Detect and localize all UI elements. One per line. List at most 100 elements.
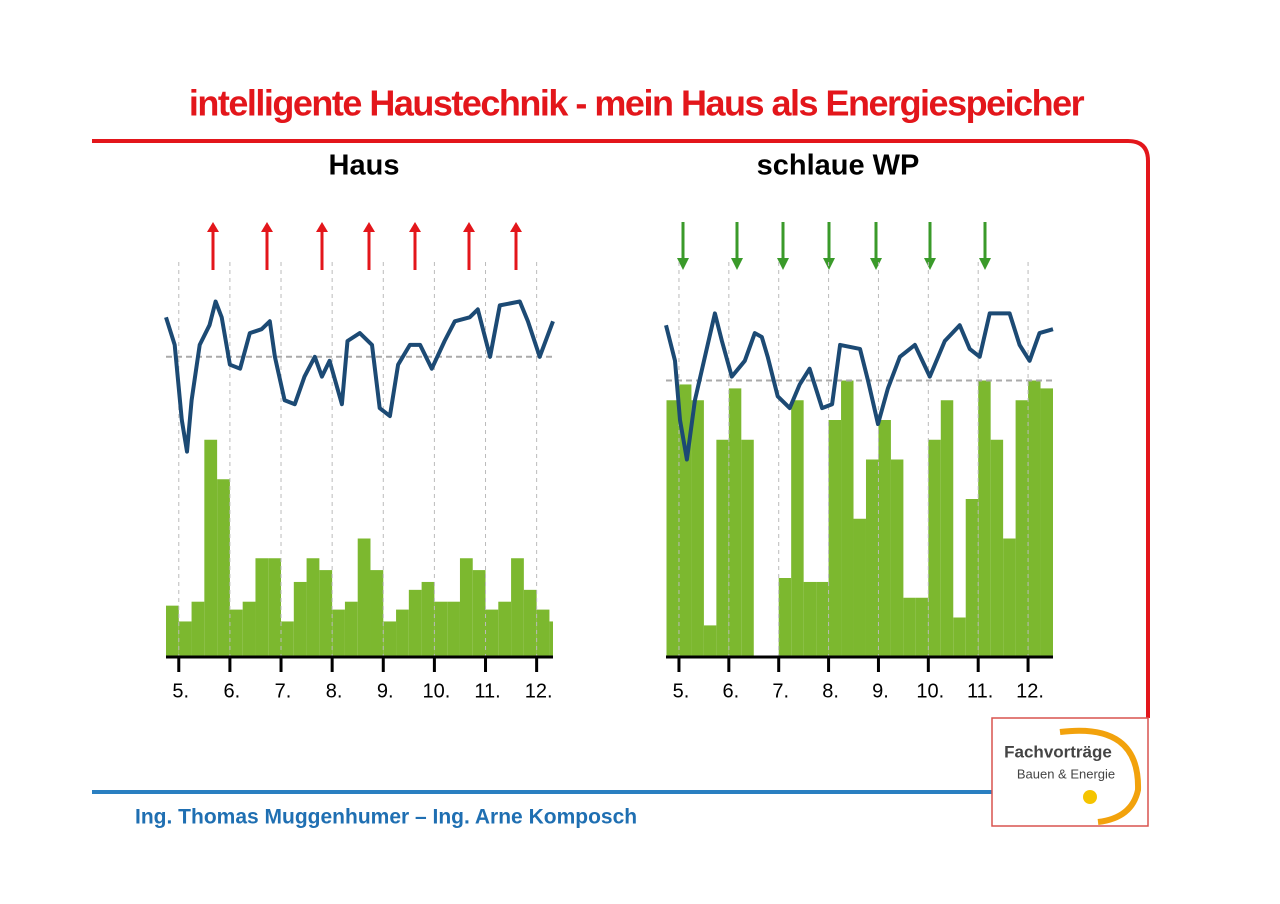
line: [164, 299, 555, 454]
bar: [1003, 538, 1016, 657]
bar: [828, 420, 842, 657]
bar: [242, 601, 256, 657]
x-tick-label: 5.: [172, 680, 189, 702]
bar: [965, 499, 979, 657]
x-tick-label: 11.: [967, 680, 993, 702]
x-tick-label: 9.: [872, 680, 889, 702]
chart-title: schlaue WP: [757, 150, 920, 182]
logo-arc: [1059, 727, 1142, 825]
bar: [447, 601, 460, 657]
bar: [383, 621, 397, 657]
bar: [268, 558, 282, 657]
logo-subtitle: Bauen & Energie: [1017, 766, 1115, 781]
bar: [485, 609, 499, 657]
arrow-head: [363, 222, 375, 232]
logo-title: Fachvorträge: [1004, 742, 1112, 761]
bar: [332, 609, 345, 657]
bar: [472, 570, 486, 657]
bar: [255, 558, 269, 657]
bar: [357, 538, 371, 657]
arrow-head: [731, 258, 743, 270]
bar: [178, 621, 192, 657]
bar: [903, 597, 916, 657]
logo-sun: [1083, 790, 1097, 804]
bar: [408, 589, 422, 657]
bar: [703, 625, 717, 657]
bar: [191, 601, 205, 657]
bar: [1028, 380, 1041, 657]
bar: [778, 578, 792, 657]
plots: Haus 5. 6. 7. 8. 9. 10. 11. 12. schlaue WP 5. 6. 7. 8…: [164, 150, 1054, 702]
bar: [498, 601, 512, 657]
bar: [229, 609, 243, 657]
bar: [549, 621, 553, 657]
bar: [691, 400, 704, 657]
bar: [928, 439, 941, 657]
chart-title: Haus: [329, 150, 400, 182]
bar: [890, 459, 904, 657]
bar: [523, 589, 537, 657]
bar: [878, 420, 891, 657]
bar: [915, 597, 929, 657]
arrow-head: [870, 258, 882, 270]
bar: [396, 609, 409, 657]
arrow-head: [777, 258, 789, 270]
bar: [841, 380, 854, 657]
bar: [421, 581, 435, 657]
bar: [281, 621, 294, 657]
bar: [459, 558, 473, 657]
bar: [511, 558, 524, 657]
x-tick-label: 6.: [224, 680, 241, 702]
arrow-head: [409, 222, 421, 232]
bar: [666, 400, 679, 657]
bar: [816, 581, 829, 657]
logo-box: [991, 717, 1149, 827]
bar: [728, 388, 742, 657]
bar: [791, 400, 804, 657]
bar: [536, 609, 550, 657]
bar: [434, 601, 448, 657]
bar: [1040, 388, 1053, 657]
x-tick-label: 11.: [474, 680, 500, 702]
bar: [803, 581, 817, 657]
arrow-head: [510, 222, 522, 232]
bar: [853, 518, 866, 657]
arrow-head: [463, 222, 475, 232]
bar: [293, 581, 307, 657]
arrow-head: [207, 222, 219, 232]
line: [664, 311, 1054, 462]
bar: [166, 605, 179, 657]
x-tick-label: 7.: [275, 680, 292, 702]
bar: [319, 570, 333, 657]
arrow-head: [316, 222, 328, 232]
bar: [940, 400, 954, 657]
bar: [1015, 400, 1029, 657]
x-tick-label: 12.: [1016, 680, 1044, 702]
x-tick-label: 5.: [673, 680, 690, 702]
bar: [370, 570, 384, 657]
logo: Fachvorträge Bauen & Energie: [991, 717, 1149, 827]
bar: [990, 439, 1004, 657]
bar: [953, 617, 966, 657]
arrow-head: [677, 258, 689, 270]
x-tick-label: 8.: [326, 680, 343, 702]
bar: [217, 479, 230, 657]
arrow-head: [979, 258, 991, 270]
arrow-head: [924, 258, 936, 270]
x-tick-label: 8.: [822, 680, 839, 702]
arrow-head: [261, 222, 273, 232]
x-tick-label: 10.: [422, 680, 450, 702]
bar: [716, 439, 729, 657]
x-tick-label: 12.: [525, 680, 553, 702]
bar: [741, 439, 754, 657]
footer: Ing. Thomas Muggenhumer – Ing. Arne Komp…: [135, 806, 637, 829]
bar: [865, 459, 879, 657]
x-tick-label: 6.: [722, 680, 739, 702]
bar: [978, 380, 991, 657]
x-tick-label: 10.: [916, 680, 944, 702]
bar: [306, 558, 320, 657]
x-tick-label: 9.: [377, 680, 394, 702]
x-tick-label: 7.: [772, 680, 789, 702]
slide-title: intelligente Haustechnik - mein Haus als…: [189, 83, 1085, 124]
